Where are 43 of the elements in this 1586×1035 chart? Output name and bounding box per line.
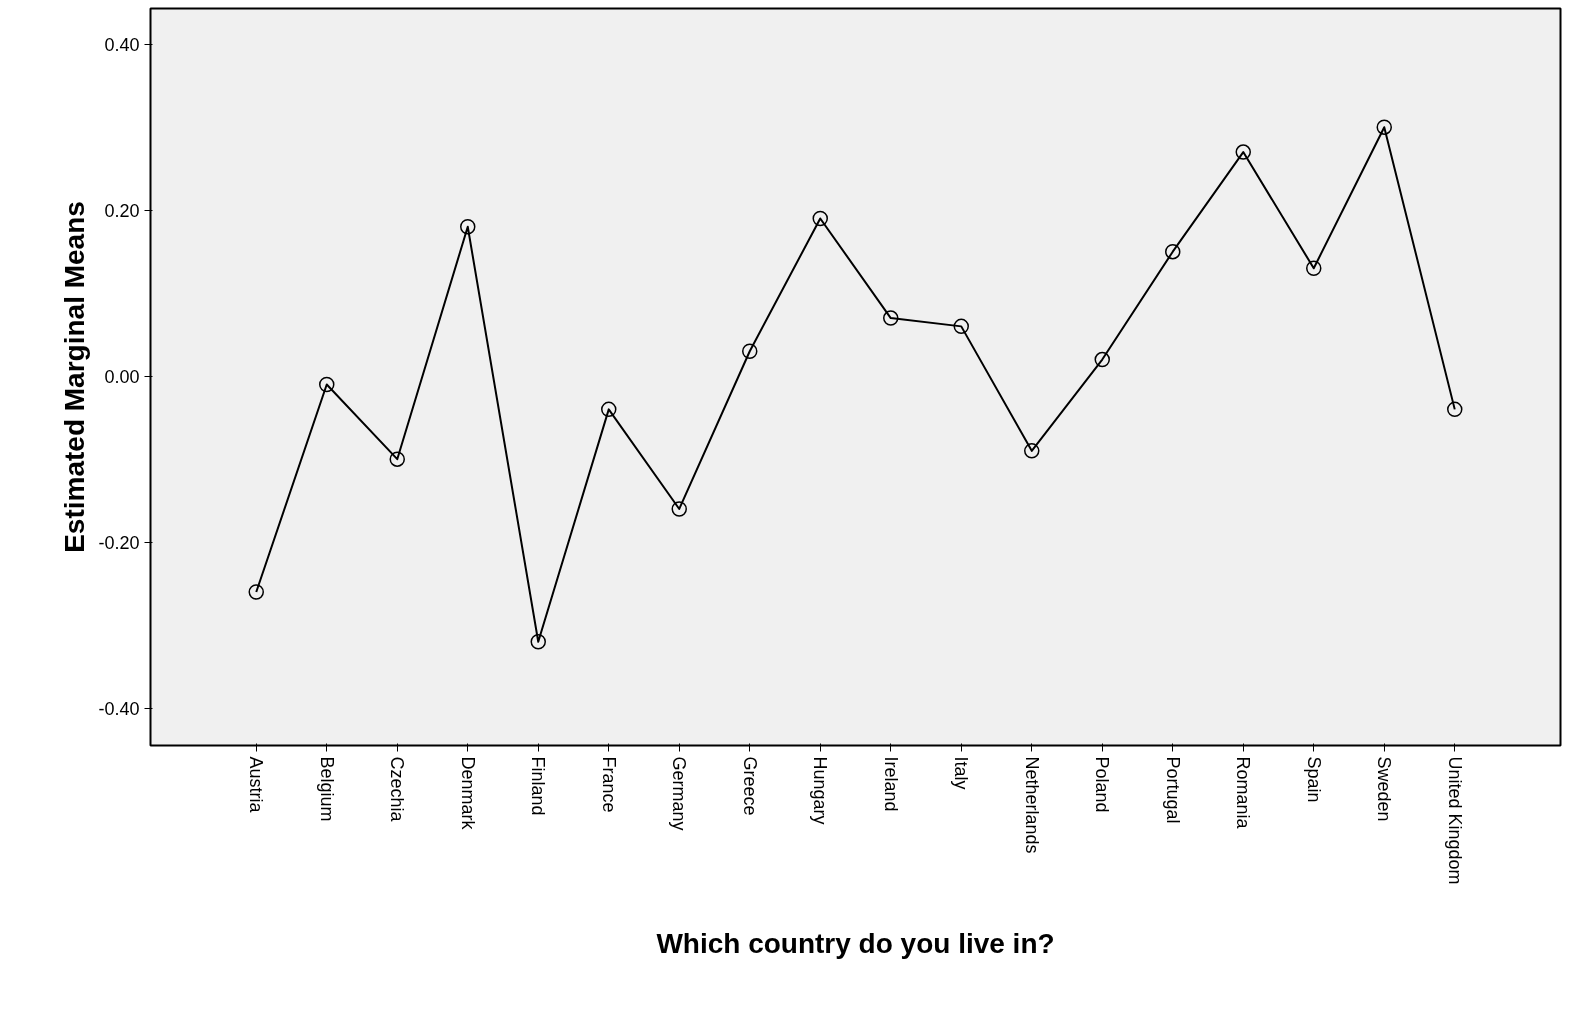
x-tick-label: Austria bbox=[246, 756, 267, 814]
y-tick-label: -0.40 bbox=[98, 698, 140, 719]
point bbox=[1306, 260, 1322, 277]
x-axis-title: Which country do you live in? bbox=[656, 927, 1055, 959]
y-tick-label: -0.20 bbox=[98, 532, 140, 553]
y-tick-label: 0.00 bbox=[104, 366, 140, 387]
point bbox=[1447, 401, 1463, 418]
x-tick-label: Germany bbox=[669, 756, 690, 831]
point bbox=[460, 219, 476, 235]
y-tick-label: 0.20 bbox=[104, 200, 140, 221]
x-tick-label: France bbox=[598, 756, 619, 813]
y-axis-title: Estimated Marginal Means bbox=[59, 201, 91, 553]
point bbox=[389, 451, 405, 467]
point bbox=[248, 584, 264, 600]
point bbox=[530, 634, 546, 650]
x-tick-label: Belgium bbox=[316, 756, 337, 822]
point bbox=[953, 318, 969, 335]
x-tick-label: Italy bbox=[951, 756, 972, 790]
y-tick-label: 0.40 bbox=[104, 34, 140, 55]
x-tick-label: Denmark bbox=[457, 756, 478, 831]
x-tick-label: Greece bbox=[739, 756, 760, 816]
point bbox=[1235, 144, 1251, 160]
x-tick-label: Portugal bbox=[1162, 756, 1183, 824]
x-tick-label: Hungary bbox=[810, 756, 831, 825]
x-tick-label: Romania bbox=[1233, 756, 1254, 830]
point bbox=[671, 501, 687, 517]
point bbox=[742, 343, 758, 360]
point bbox=[319, 376, 335, 393]
x-tick-label: Netherlands bbox=[1021, 756, 1042, 854]
point bbox=[1165, 243, 1181, 260]
x-tick-label: Poland bbox=[1092, 756, 1113, 813]
x-tick-label: Sweden bbox=[1374, 756, 1395, 822]
point bbox=[1094, 351, 1110, 368]
point bbox=[1376, 119, 1392, 135]
point bbox=[1024, 443, 1040, 459]
x-tick-label: Ireland bbox=[880, 756, 901, 812]
x-tick-label: Spain bbox=[1303, 756, 1324, 803]
x-tick-label: Finland bbox=[528, 756, 549, 816]
x-tick-label: United Kingdom bbox=[1444, 756, 1465, 885]
point bbox=[883, 310, 899, 326]
point bbox=[601, 401, 617, 418]
point bbox=[812, 210, 828, 227]
x-tick-label: Czechia bbox=[387, 756, 408, 823]
